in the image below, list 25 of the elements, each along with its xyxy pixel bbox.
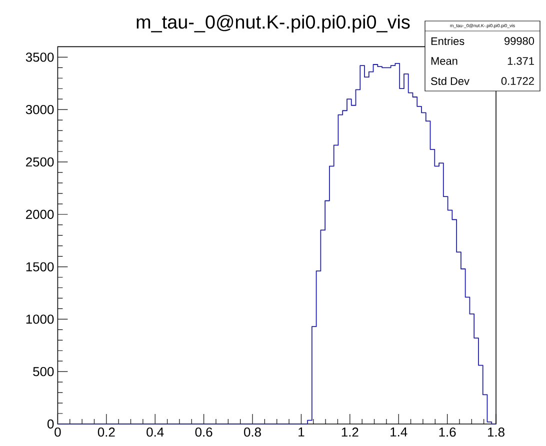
x-tick-label: 1.4 [390, 428, 408, 436]
x-tick-label: 0.6 [195, 428, 212, 437]
text: Entries [431, 36, 464, 46]
y-tick-label: 0 [47, 419, 54, 429]
y-tick-label: 500 [33, 366, 54, 376]
y-tick-label: 1000 [26, 314, 54, 324]
y-tick-label: 3000 [26, 104, 54, 114]
x-tick-label: 0.4 [146, 428, 164, 437]
y-tick-label: 3500 [26, 52, 54, 62]
y-tick-label: 1500 [26, 262, 54, 272]
x-tick-label: 1.6 [439, 428, 456, 437]
x-tick-label: 0.8 [244, 428, 261, 437]
text: 99980 [504, 37, 534, 45]
y-tick-label: 2500 [26, 157, 54, 167]
x-tick-label: 1.2 [342, 428, 358, 437]
x-tick-label: 1 [298, 428, 304, 436]
annotation: Mean [431, 57, 458, 65]
x-tick-label: 1.8 [488, 428, 504, 437]
text: 0.1722 [501, 77, 534, 85]
text: 1.371 [508, 57, 534, 65]
chart-title: m_tau-_0@nut.K-.pi0.pi0.pi0_vis [136, 14, 410, 32]
y-tick-label: 2000 [26, 210, 54, 219]
annotation: Std Dev [431, 76, 470, 86]
x-tick-label: 0.2 [98, 428, 115, 437]
x-tick-label: 0 [54, 428, 61, 437]
